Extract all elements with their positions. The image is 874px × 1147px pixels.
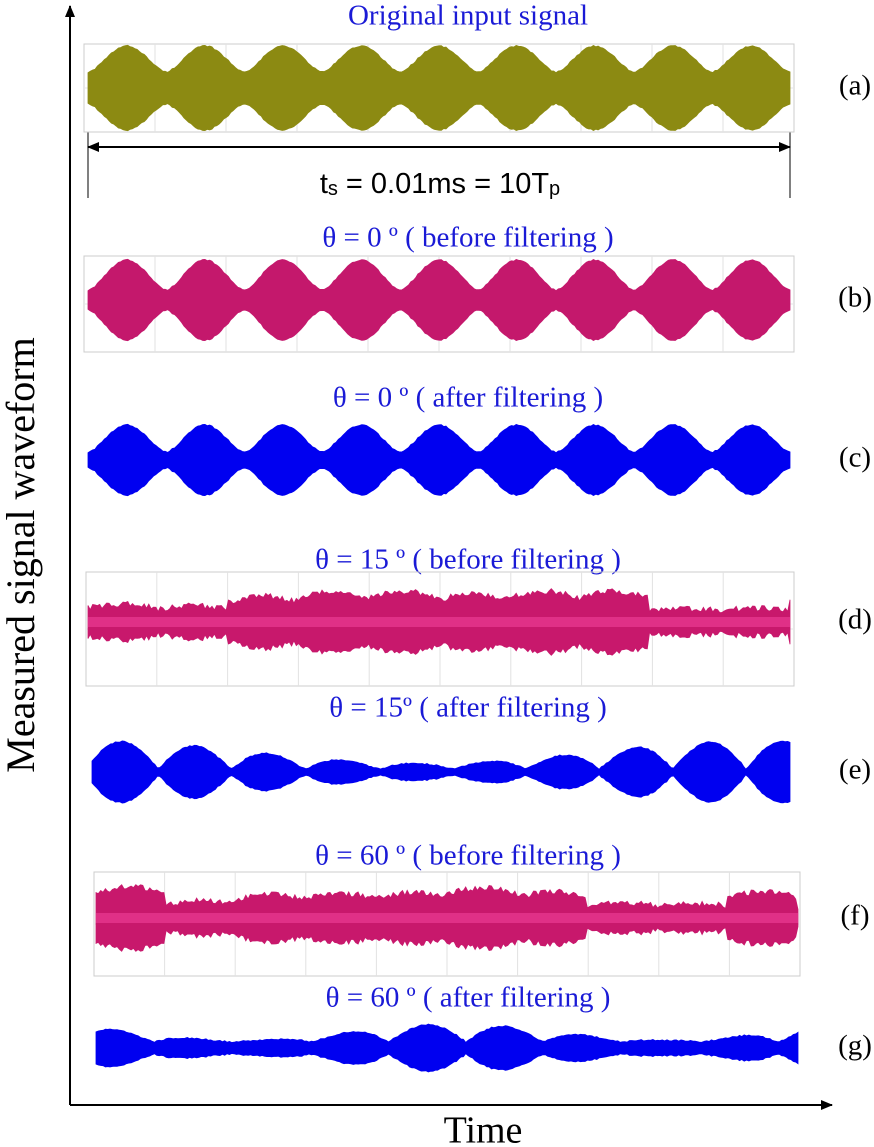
span-sub: s [328, 178, 338, 200]
span-text: = 0.01ms = 10T [338, 168, 549, 200]
panel-label: (d) [838, 604, 872, 636]
panel-label: (c) [839, 442, 871, 474]
waveform [87, 44, 791, 132]
waveform [95, 1023, 799, 1073]
panel-label: (b) [838, 282, 872, 314]
panel-title: Original input signal [348, 0, 588, 32]
panel-title: θ = 60 º ( before filtering ) [315, 840, 621, 872]
panel-title: θ = 15º ( after filtering ) [329, 692, 607, 724]
y-axis-label: Measured signal waveform [0, 337, 43, 772]
panel-label: (a) [839, 70, 871, 102]
panel-title: θ = 60 º ( after filtering ) [326, 982, 611, 1014]
span-sub: p [549, 178, 560, 200]
span-text: t [320, 168, 328, 200]
panel-title: θ = 0 º ( after filtering ) [333, 382, 603, 414]
panel-title: θ = 0 º ( before filtering ) [322, 222, 613, 254]
panel-label: (e) [839, 754, 871, 786]
panel-label: (g) [838, 1030, 872, 1062]
waveform [87, 423, 791, 497]
waveform [87, 258, 791, 342]
panel-title: θ = 15 º ( before filtering ) [315, 544, 621, 576]
x-axis-label: Time [444, 1110, 523, 1147]
waveform [91, 740, 791, 804]
span-label: ts = 0.01ms = 10Tp [320, 168, 560, 201]
panel-label: (f) [841, 900, 870, 932]
